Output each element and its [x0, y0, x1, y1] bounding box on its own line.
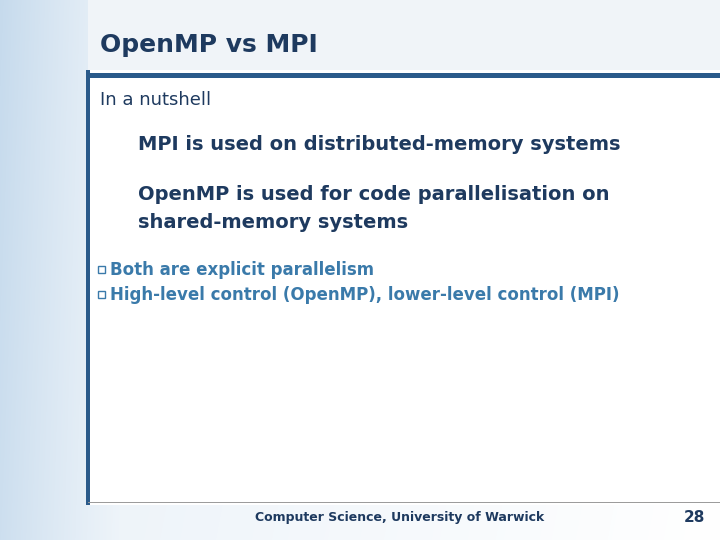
Text: Computer Science, University of Warwick: Computer Science, University of Warwick [256, 511, 544, 524]
Bar [88, 0, 720, 70]
Text: OpenMP vs MPI: OpenMP vs MPI [100, 33, 318, 57]
Text: Both are explicit parallelism: Both are explicit parallelism [110, 261, 374, 279]
Text: MPI is used on distributed-memory systems: MPI is used on distributed-memory system… [138, 136, 621, 154]
Bar [88, 0, 720, 505]
Text: High-level control (OpenMP), lower-level control (MPI): High-level control (OpenMP), lower-level… [110, 286, 619, 304]
Text: OpenMP is used for code parallelisation on: OpenMP is used for code parallelisation … [138, 186, 610, 205]
Text: shared-memory systems: shared-memory systems [138, 213, 408, 232]
Text: 28: 28 [683, 510, 705, 525]
Bar [86, 73, 720, 78]
Bar [86, 70, 90, 505]
Bar [98, 266, 105, 273]
Text: In a nutshell: In a nutshell [100, 91, 211, 109]
Bar [98, 291, 105, 298]
